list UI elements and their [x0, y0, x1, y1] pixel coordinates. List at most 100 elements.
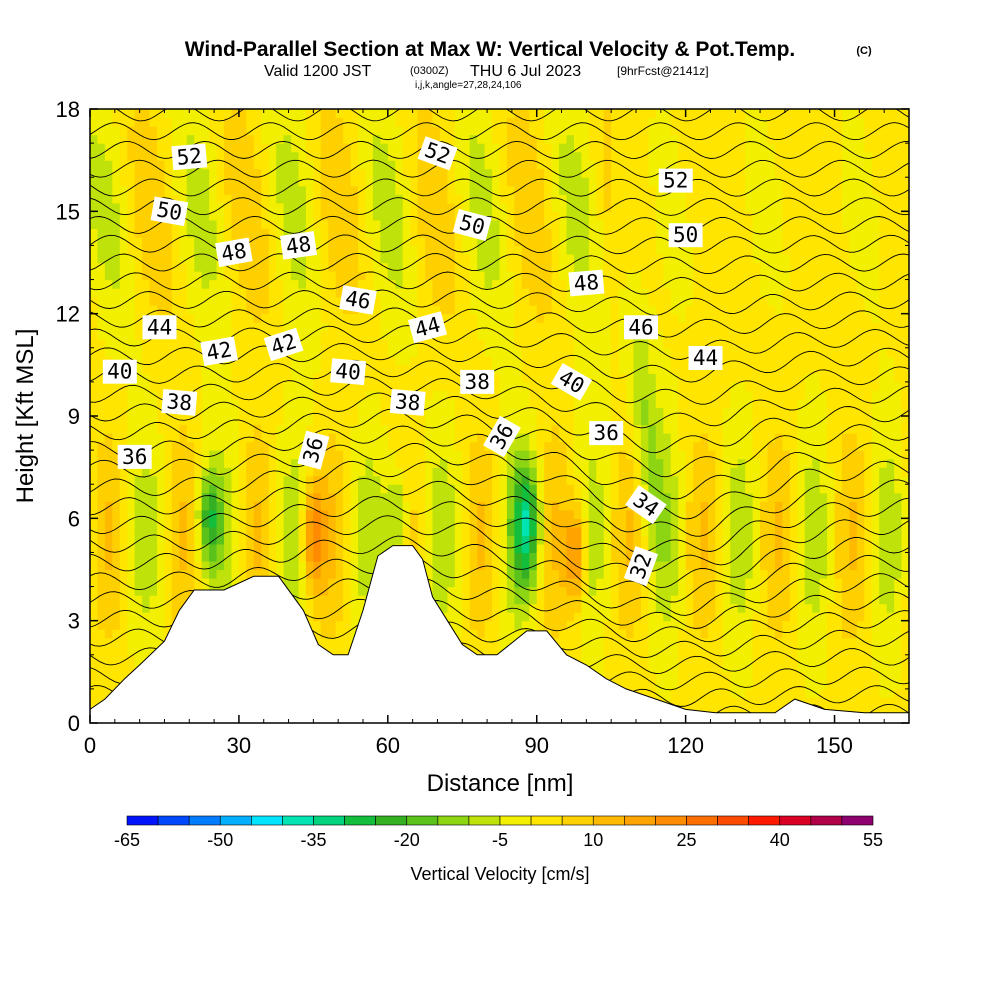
x-tick-label: 0 [84, 733, 96, 758]
theta-label-text: 46 [628, 315, 653, 339]
colorbar [126, 815, 874, 826]
colorbar-tick-label: 25 [676, 830, 696, 850]
isentrope-line [90, 460, 909, 537]
title-mark: (C) [856, 45, 872, 57]
isentrope-line [90, 197, 909, 216]
x-tick-label: 30 [227, 733, 251, 758]
isentrope-line [90, 477, 909, 554]
theta-label: 52 [171, 143, 208, 171]
y-tick-label: 3 [68, 609, 80, 634]
colorbar-swatch [624, 815, 656, 826]
theta-label-text: 44 [693, 346, 718, 370]
colorbar-swatch [251, 815, 283, 826]
isentrope-line [90, 342, 909, 383]
theta-label: 38 [161, 388, 198, 416]
colorbar-label: Vertical Velocity [cm/s] [410, 864, 589, 884]
subtitle-valid: Valid 1200 JST [264, 63, 372, 80]
colorbar-swatch [157, 815, 190, 826]
theta-label: 50 [150, 196, 189, 227]
x-tick-label: 90 [524, 733, 548, 758]
colorbar-swatch [313, 815, 345, 826]
theta-label: 40 [102, 359, 137, 384]
theta-label-text: 36 [122, 445, 147, 469]
terrain [89, 545, 910, 724]
theta-label: 48 [279, 231, 318, 260]
y-tick-label: 9 [68, 404, 80, 429]
theta-label-text: 36 [594, 421, 619, 445]
theta-label: 48 [215, 237, 253, 268]
x-tick-label: 150 [816, 733, 853, 758]
colorbar-tick-label: 55 [863, 830, 883, 850]
colorbar-swatch [188, 815, 221, 826]
chart-title: Wind-Parallel Section at Max W: Vertical… [185, 38, 796, 61]
colorbar-swatch [437, 815, 470, 826]
theta-label: 36 [117, 444, 152, 469]
colorbar-swatch [530, 815, 563, 826]
theta-label-text: 50 [155, 197, 184, 225]
theta-label: 36 [297, 430, 330, 470]
colorbar-swatch [655, 815, 687, 826]
colorbar-swatch [810, 815, 843, 826]
theta-label: 36 [589, 421, 624, 446]
x-axis-label: Distance [nm] [427, 770, 574, 797]
colorbar-tick-label: -35 [300, 830, 326, 850]
isentrope-line [90, 307, 909, 338]
colorbar-swatch [841, 815, 874, 826]
theta-label: 38 [389, 388, 426, 416]
theta-label-text: 40 [107, 360, 132, 384]
isentrope-line [90, 271, 909, 295]
isentrope-line [90, 289, 909, 316]
colorbar-swatch [126, 815, 159, 826]
isentrope-line [90, 515, 909, 589]
theta-label: 50 [668, 223, 703, 248]
isentrope-line [90, 496, 909, 572]
x-tick-label: 120 [667, 733, 704, 758]
subtitle-indices: i,j,k,angle=27,28,24,106 [415, 80, 522, 91]
y-tick-label: 6 [68, 506, 80, 531]
theta-label: 52 [417, 136, 458, 171]
colorbar-swatch [592, 815, 625, 826]
y-tick-label: 18 [56, 97, 80, 122]
colorbar-swatch [375, 815, 408, 826]
theta-label: 46 [624, 315, 658, 340]
colorbar-swatch [779, 815, 812, 826]
isentrope-line [90, 443, 909, 520]
potential-temperature-contours [90, 109, 909, 723]
theta-label-text: 50 [673, 223, 698, 247]
colorbar-swatch [561, 815, 594, 826]
theta-label-text: 38 [394, 389, 421, 415]
theta-label: 46 [339, 285, 377, 315]
colorbar-swatch [468, 815, 501, 826]
theta-label-text: 38 [166, 389, 193, 415]
theta-label: 44 [688, 346, 723, 370]
theta-label-text: 42 [205, 337, 234, 365]
theta-label: 48 [568, 269, 605, 297]
isentrope-line [90, 556, 909, 616]
isentrope-line [90, 140, 909, 159]
theta-label-text: 48 [573, 270, 600, 296]
theta-label-text: 48 [284, 232, 312, 259]
colorbar-ticks: -65 -50 -35 -20 -5 10 25 40 55 [114, 830, 883, 850]
isentrope-line [90, 122, 909, 141]
colorbar-swatch [686, 815, 718, 826]
theta-label: 44 [142, 315, 177, 340]
theta-label: 38 [460, 369, 495, 394]
colorbar-tick-label: 10 [583, 830, 603, 850]
colorbar-tick-label: -65 [114, 830, 140, 850]
theta-label-text: 40 [334, 359, 361, 385]
terrain-mask [89, 545, 910, 724]
y-tick-label: 0 [68, 711, 80, 736]
x-tick-label: 60 [376, 733, 400, 758]
isentrope-line [90, 359, 909, 405]
theta-label-text: 46 [343, 286, 372, 314]
isentrope-line [115, 109, 909, 122]
colorbar-swatch [282, 815, 314, 826]
colorbar-swatch [219, 815, 252, 826]
colorbar-swatch [717, 815, 749, 826]
theta-label-text: 48 [219, 238, 248, 266]
subtitle-forecast: [9hrFcst@2141z] [617, 64, 709, 78]
colorbar-tick-label: -5 [492, 830, 508, 850]
